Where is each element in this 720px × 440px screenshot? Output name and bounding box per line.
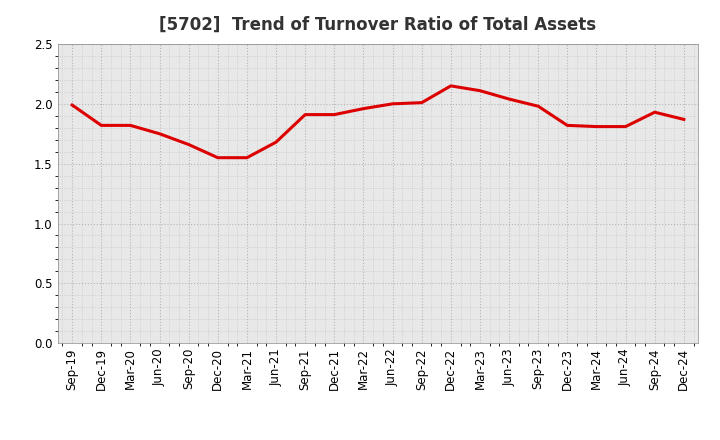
Title: [5702]  Trend of Turnover Ratio of Total Assets: [5702] Trend of Turnover Ratio of Total … — [159, 16, 597, 34]
